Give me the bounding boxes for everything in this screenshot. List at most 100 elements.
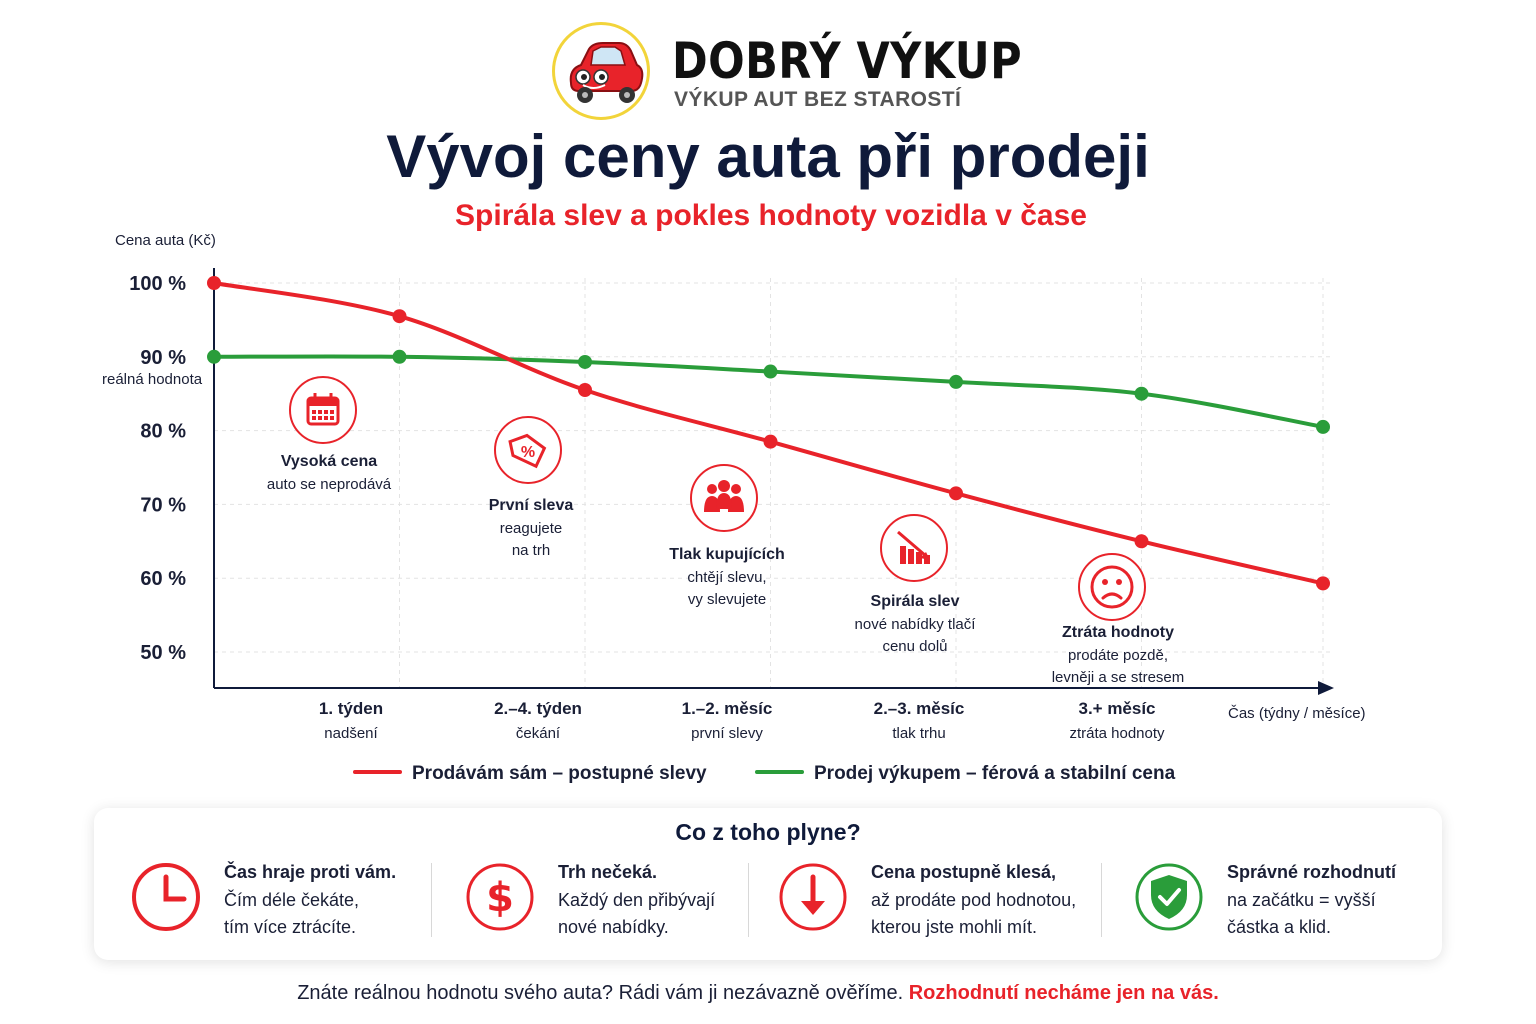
data-point [1134, 386, 1149, 401]
x-category-sublabel: nadšení [324, 725, 378, 742]
tip-title: Trh nečeká. [558, 862, 658, 882]
x-category-sublabel: tlak trhu [892, 725, 945, 742]
shield-check-icon [1135, 863, 1203, 931]
data-point [949, 374, 963, 389]
takeaway-panel: Co z toho plyne? Čas hraje proti vám. Čí… [94, 808, 1442, 960]
x-axis-categories: 1. týden nadšení 2.–4. týden čekání 1.–2. mě… [319, 699, 1165, 742]
data-point [1316, 576, 1330, 591]
annotation-line: cenu dolů [882, 638, 947, 655]
data-point [763, 364, 778, 379]
x-category-label: 1.–2. měsíc [682, 699, 773, 718]
x-category-sublabel: první slevy [691, 725, 763, 742]
annotation-line: chtějí slevu, [687, 569, 766, 586]
annotation-line: nové nabídky tlačí [855, 616, 977, 633]
chart-legend: Prodávám sám – postupné slevy Prodej výku… [353, 763, 1176, 784]
annotation: Vysoká cena auto se neprodává [267, 376, 392, 493]
tip-line: nové nabídky. [558, 917, 669, 937]
y-tick-label: 60 % [140, 568, 186, 590]
people-icon [704, 480, 744, 512]
y-tick-label: 80 % [140, 421, 186, 443]
annotation-line: levněji a se stresem [1052, 669, 1185, 686]
annotation-title: Tlak kupujících [669, 546, 785, 563]
annotation-line: reagujete [500, 520, 563, 537]
divider [1101, 863, 1102, 937]
price-chart: Cena auta (Kč) reálná hodnota Čas (týdny /… [102, 232, 1366, 784]
annotation-title: Ztráta hodnoty [1062, 624, 1174, 641]
chart-axes: Cena auta (Kč) reálná hodnota Čas (týdny /… [102, 232, 1366, 722]
x-axis-label: Čas (týdny / měsíce) [1228, 705, 1366, 722]
annotation-line: auto se neprodává [267, 476, 392, 493]
annotation-icon-ring [289, 376, 357, 444]
annotation-title: Vysoká cena [281, 453, 377, 470]
tip-line: kterou jste mohli mít. [871, 917, 1038, 937]
footer: Znáte reálnou hodnotu svého auta? Rádi v… [0, 982, 1516, 1005]
annotation-line: na trh [512, 542, 550, 559]
panel-title: Co z toho plyne? [675, 819, 861, 845]
sad-face-icon [1090, 565, 1134, 609]
tip-title: Cena postupně klesá, [871, 862, 1057, 882]
page-title: Vývoj ceny auta při prodeji [386, 123, 1150, 190]
brand-name: DOBRÝ VÝKUP [672, 32, 1023, 90]
falling-bars-icon [897, 530, 930, 564]
page-subtitle: Spirála slev a pokles hodnoty vozidla v … [455, 199, 1087, 232]
annotation: Tlak kupujících chtějí slevu, vy slevujete [669, 464, 785, 608]
legend-label: Prodej výkupem – férová a stabilní cena [814, 763, 1176, 784]
tip-title: Čas hraje proti vám. [224, 862, 397, 882]
arrow-down-icon [779, 863, 847, 931]
svg-text:%: % [521, 444, 535, 461]
y-tick-label: 100 % [129, 273, 186, 295]
svg-text:$: $ [486, 875, 514, 921]
data-point [1134, 534, 1149, 549]
legend-label: Prodávám sám – postupné slevy [412, 763, 707, 784]
annotation: Spirála slev nové nabídky tlačí cenu dolů [855, 514, 977, 655]
footer-text: Znáte reálnou hodnotu svého auta? Rádi v… [297, 982, 904, 1004]
x-category-label: 1. týden [319, 699, 383, 718]
tip-time: Čas hraje proti vám. Čím déle čekáte, tí… [130, 858, 430, 948]
x-category-label: 3.+ měsíc [1078, 699, 1155, 718]
footer-highlight: Rozhodnutí necháme jen na vás. [908, 982, 1219, 1004]
annotation-line: vy slevujete [688, 591, 766, 608]
tip-line: až prodáte pod hodnotou, [871, 890, 1077, 910]
reference-note: reálná hodnota [102, 371, 203, 388]
brand-tagline: VÝKUP AUT BEZ STAROSTÍ [674, 88, 962, 111]
x-category-sublabel: ztráta hodnoty [1069, 725, 1165, 742]
y-tick-label: 70 % [140, 494, 186, 516]
y-tick-label: 90 % [140, 347, 186, 369]
data-point [207, 276, 221, 290]
series-line [212, 281, 1325, 586]
data-point [949, 486, 963, 501]
x-category-label: 2.–3. měsíc [874, 699, 965, 718]
tip-line: na začátku = vyšší [1227, 890, 1376, 910]
annotation: % První sleva reagujete na trh [489, 416, 573, 559]
divider [748, 863, 749, 937]
y-tick-label: 50 % [140, 642, 186, 664]
annotation-title: Spirála slev [871, 593, 960, 610]
data-point [1316, 419, 1330, 434]
price-tag-icon: % [508, 433, 547, 469]
data-point [578, 383, 592, 398]
clock-icon [132, 863, 200, 931]
tip-line: tím více ztrácíte. [224, 917, 357, 937]
data-point [763, 434, 778, 449]
x-category-sublabel: čekání [516, 725, 561, 742]
data-point [207, 349, 221, 364]
tip-title: Správné rozhodnutí [1227, 862, 1397, 882]
brand: DOBRÝ VÝKUP VÝKUP AUT BEZ STAROSTÍ [552, 22, 1022, 122]
chart-series [207, 276, 1330, 591]
tip-line: Čím déle čekáte, [224, 890, 360, 910]
dollar-icon: $ [466, 863, 534, 931]
x-category-label: 2.–4. týden [494, 699, 582, 718]
divider [431, 863, 432, 937]
chart-annotations: Vysoká cena auto se neprodává% První sleva… [267, 376, 1185, 686]
annotation-icon-ring [1078, 553, 1146, 621]
annotation-line: prodáte pozdě, [1068, 647, 1168, 664]
tip-price: Cena postupně klesá, až prodáte pod hodn… [777, 858, 1097, 948]
annotation-icon-ring [494, 416, 562, 484]
tip-line: Každý den přibývají [558, 890, 716, 910]
data-point [578, 354, 592, 369]
calendar-icon [306, 393, 340, 426]
y-axis-label: Cena auta (Kč) [115, 232, 216, 249]
x-axis-arrow [1318, 681, 1334, 695]
data-point [392, 349, 407, 364]
tip-market: $ Trh nečeká. Každý den přibývají nové n… [464, 858, 764, 948]
